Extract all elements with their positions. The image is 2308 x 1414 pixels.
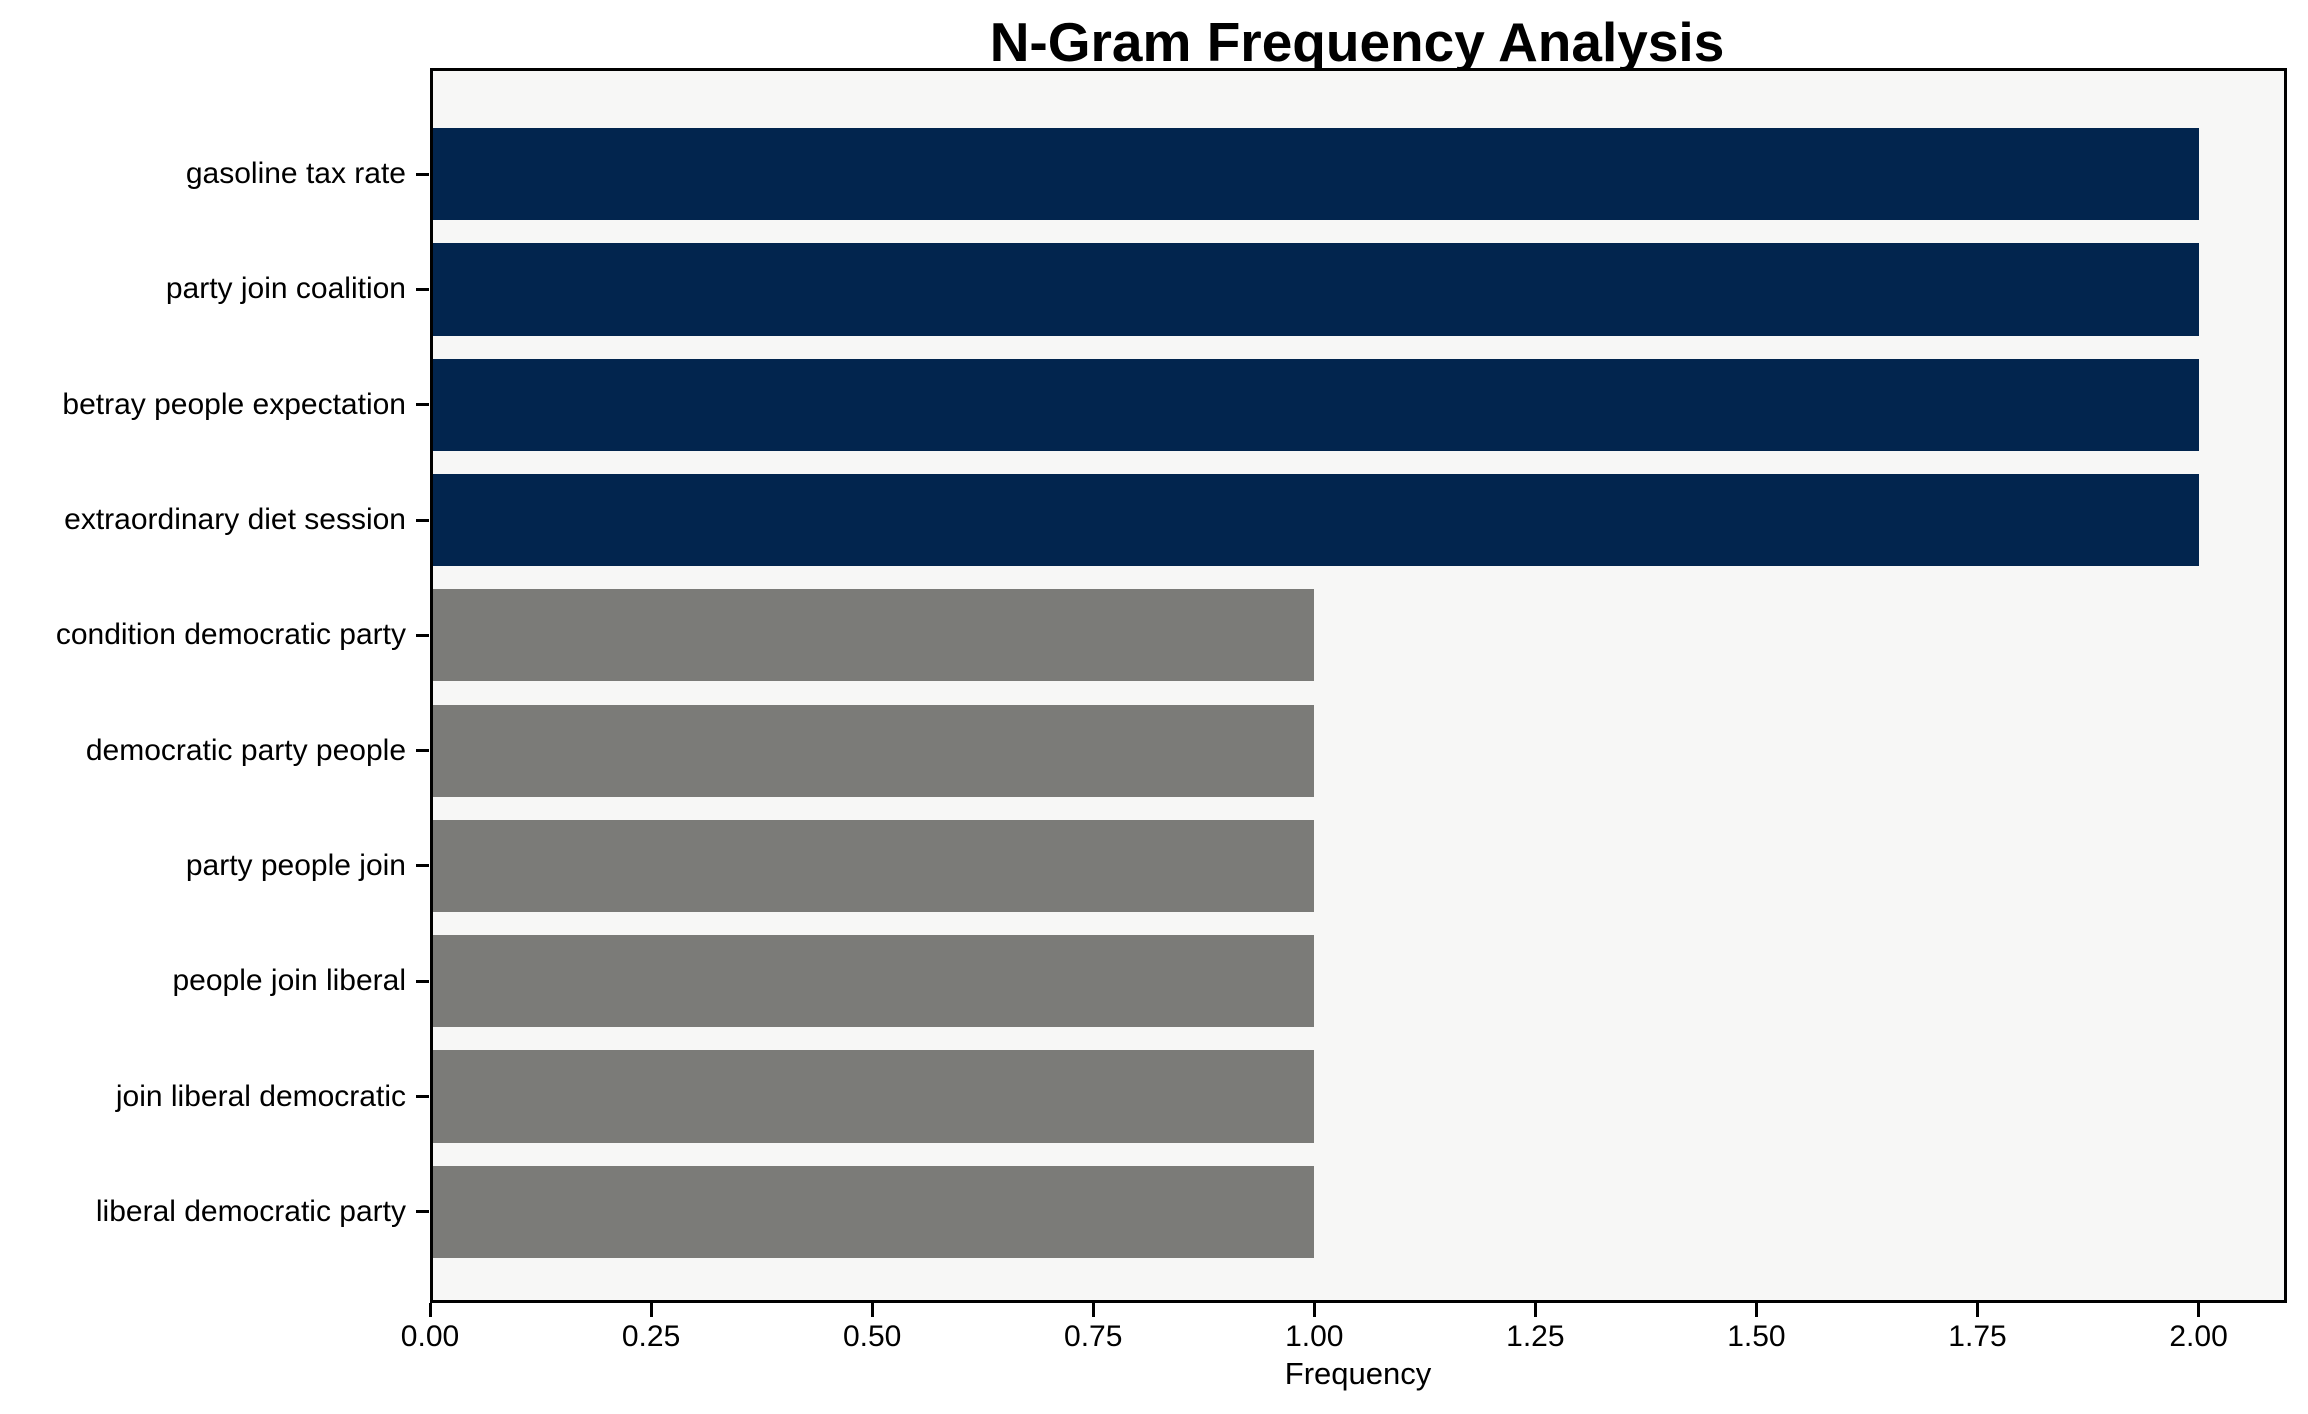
y-tick-mark [416,1095,429,1099]
bar-people-join-liberal [430,935,1315,1028]
y-tick-mark [416,749,429,753]
x-tick-label: 1.75 [1948,1320,2007,1353]
y-tick-mark [416,633,429,637]
y-tick-label: join liberal democratic [115,1079,406,1113]
y-tick-mark [416,403,429,407]
x-tick-mark [870,1303,874,1317]
x-tick-label: 1.25 [1506,1320,1565,1353]
x-tick-label: 1.00 [1285,1320,1344,1353]
bar-party-join-coalition [430,243,2199,336]
x-tick-label: 1.50 [1727,1320,1786,1353]
bar-extraordinary-diet-session [430,473,2199,567]
x-tick-label: 0.25 [621,1320,681,1353]
x-tick-label: 0.50 [842,1320,902,1353]
bar-liberal-democratic-party [430,1165,1315,1259]
y-tick-label: party people join [185,848,406,882]
y-tick-label: people join liberal [172,964,407,998]
y-tick-label: gasoline tax rate [185,157,406,191]
x-tick-label: 0.00 [400,1320,460,1353]
x-tick-label: 2.00 [2169,1320,2228,1353]
y-tick-mark [416,518,429,522]
bar-condition-democratic-party [430,589,1315,682]
x-tick-mark [1312,1303,1316,1317]
bar-democratic-party-people [430,704,1315,797]
chart-title: N-Gram Frequency Analysis [989,11,1725,73]
bar-betray-people-expectation [430,358,2199,451]
x-tick-mark [649,1303,653,1317]
y-tick-mark [416,864,429,868]
x-tick-mark [1976,1303,1979,1317]
bar-party-people-join [430,819,1315,913]
y-tick-mark [416,979,429,983]
plot-area [430,68,2287,1303]
y-tick-label: liberal democratic party [95,1194,406,1228]
y-tick-mark [416,172,429,176]
y-tick-label: party join coalition [165,272,406,306]
bar-gasoline-tax-rate [430,127,2199,221]
x-tick-mark [1533,1303,1537,1317]
y-tick-label: democratic party people [85,733,406,767]
y-tick-label: extraordinary diet session [64,503,406,537]
x-tick-mark [428,1303,432,1317]
x-tick-mark [2197,1303,2201,1317]
bar-join-liberal-democratic [430,1050,1315,1143]
x-tick-label: 0.75 [1064,1320,1123,1353]
y-tick-mark [416,287,429,291]
x-tick-mark [1091,1303,1095,1317]
y-tick-label: condition democratic party [55,618,406,652]
y-tick-mark [416,1210,429,1214]
y-tick-label: betray people expectation [62,387,406,421]
x-tick-mark [1754,1303,1758,1317]
x-axis-title: Frequency [1284,1356,1432,1391]
